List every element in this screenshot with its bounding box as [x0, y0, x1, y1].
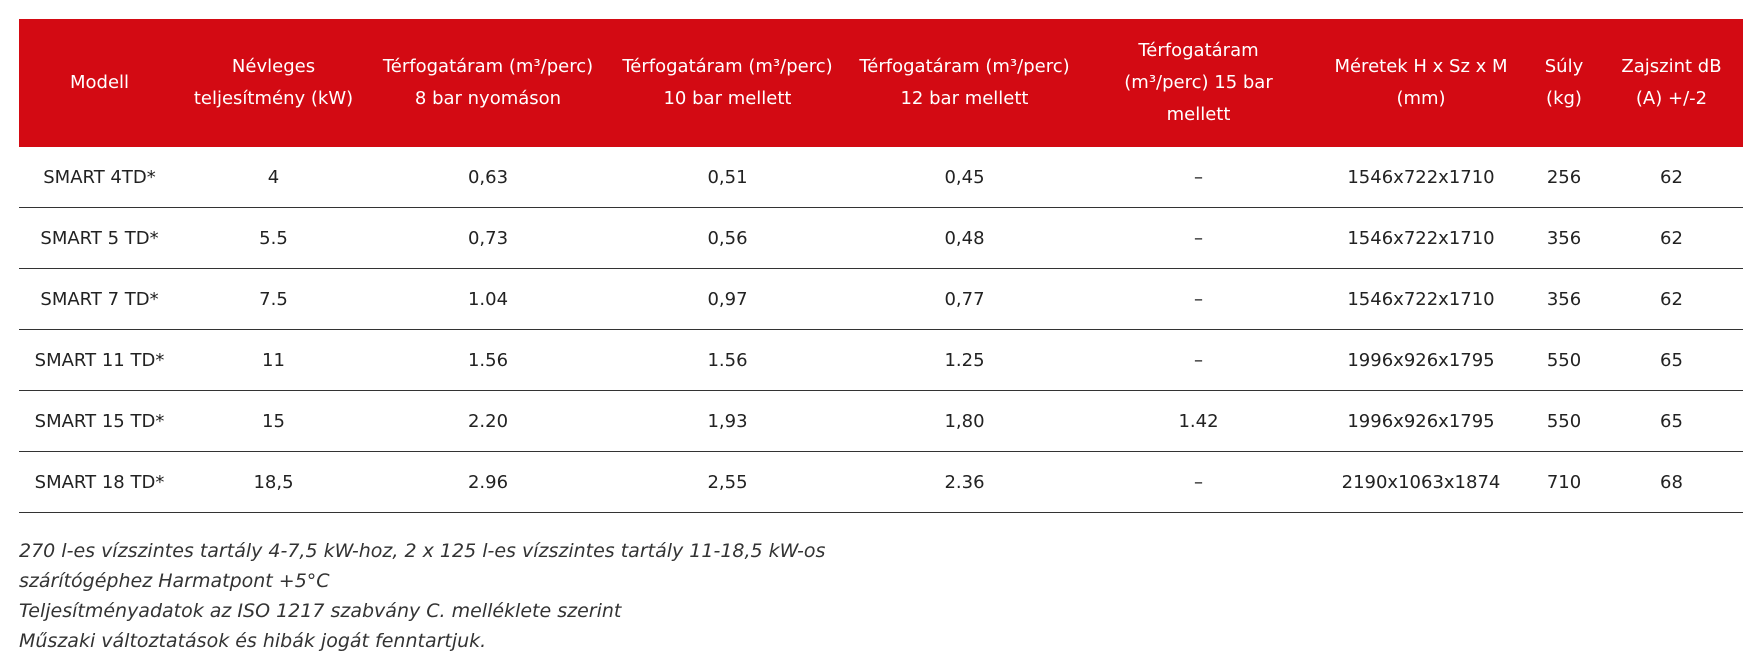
header-cell: Méretek H x Sz x M (mm) [1314, 19, 1528, 147]
table-cell: 0,51 [609, 147, 846, 208]
table-cell: 2,55 [609, 451, 846, 513]
table-cell: 68 [1600, 451, 1743, 513]
table-cell: 62 [1600, 207, 1743, 269]
header-cell: Térfogatáram (m³/perc) 12 bar mellett [846, 19, 1083, 147]
table-cell: 0,48 [846, 207, 1083, 269]
table-cell: 18,5 [180, 451, 367, 513]
table-cell: 710 [1528, 451, 1600, 513]
table-cell: 62 [1600, 268, 1743, 330]
header-cell: Modell [19, 19, 180, 147]
table-cell: 11 [180, 329, 367, 391]
table-cell: 356 [1528, 207, 1600, 269]
header-row: Modell Névleges teljesítmény (kW) Térfogat… [19, 19, 1743, 147]
header-cell: Térfogatáram (m³/perc) 15 bar mellett [1083, 19, 1314, 147]
table-cell: 0,77 [846, 268, 1083, 330]
note-line: 270 l-es vízszintes tartály 4-7,5 kW-hoz… [19, 540, 826, 562]
table-cell: – [1083, 329, 1314, 391]
table-cell: 65 [1600, 329, 1743, 391]
table-cell: – [1083, 451, 1314, 513]
table-cell: 5.5 [180, 207, 367, 269]
table-row: SMART 18 TD* 18,5 2.96 2,55 2.36–2190x1063x1… [19, 451, 1743, 513]
table-cell: 1546x722x1710 [1314, 207, 1528, 269]
table-cell: 62 [1600, 147, 1743, 208]
table-cell: 1546x722x1710 [1314, 147, 1528, 208]
table-cell: 1996x926x1795 [1314, 329, 1528, 391]
table-cell: 1.25 [846, 329, 1083, 391]
table-cell: 1.56 [609, 329, 846, 391]
table-cell: SMART 18 TD* [19, 451, 180, 513]
table-body: SMART 4TD* 4 0,63 0,51 0,45–1546x722x1710 256… [19, 147, 1743, 513]
note-line: Teljesítményadatok az ISO 1217 szabvány … [19, 600, 622, 622]
table-cell: 1.04 [367, 268, 609, 330]
table-cell: SMART 5 TD* [19, 207, 180, 269]
table-row: SMART 4TD* 4 0,63 0,51 0,45–1546x722x1710 256… [19, 147, 1743, 208]
table-cell: 0,45 [846, 147, 1083, 208]
table-cell: 0,73 [367, 207, 609, 269]
table-cell: SMART 7 TD* [19, 268, 180, 330]
table-cell: SMART 11 TD* [19, 329, 180, 391]
table-cell: 15 [180, 390, 367, 452]
table-cell: 550 [1528, 390, 1600, 452]
spec-table: Modell Névleges teljesítmény (kW) Térfogat… [19, 19, 1743, 513]
table-cell: – [1083, 207, 1314, 269]
table-cell: 2.20 [367, 390, 609, 452]
header-cell: Zajszint dB (A) +/-2 [1600, 19, 1743, 147]
table-cell: 7.5 [180, 268, 367, 330]
table-cell: – [1083, 147, 1314, 208]
note-line: szárítógéphez Harmatpont +5°C [19, 570, 330, 592]
notes: 270 l-es vízszintes tartály 4-7,5 kW-hoz… [19, 536, 825, 656]
table-cell: 1.42 [1083, 390, 1314, 452]
table-cell: 0,56 [609, 207, 846, 269]
table-container: Modell Névleges teljesítmény (kW) Térfogat… [19, 19, 1743, 513]
table-cell: SMART 4TD* [19, 147, 180, 208]
table-row: SMART 11 TD* 11 1.56 1.56 1.25–1996x926x1795… [19, 329, 1743, 391]
table-cell: 2.36 [846, 451, 1083, 513]
table-cell: 65 [1600, 390, 1743, 452]
table-cell: 550 [1528, 329, 1600, 391]
table-cell: 1,80 [846, 390, 1083, 452]
table-cell: 0,97 [609, 268, 846, 330]
table-cell: 1996x926x1795 [1314, 390, 1528, 452]
table-cell: 1.56 [367, 329, 609, 391]
table-cell: 356 [1528, 268, 1600, 330]
table-cell: 2.96 [367, 451, 609, 513]
table-cell: 1546x722x1710 [1314, 268, 1528, 330]
note-line: Műszaki változtatások és hibák jogát fen… [19, 630, 487, 652]
header-cell: Térfogatáram (m³/perc) 10 bar mellett [609, 19, 846, 147]
table-cell: 256 [1528, 147, 1600, 208]
header-cell: Súly (kg) [1528, 19, 1600, 147]
table-row: SMART 7 TD* 7.5 1.04 0,97 0,77–1546x722x1710… [19, 268, 1743, 330]
table-cell: 1,93 [609, 390, 846, 452]
header-cell: Térfogatáram (m³/perc) 8 bar nyomáson [367, 19, 609, 147]
table-cell: 4 [180, 147, 367, 208]
table-cell: – [1083, 268, 1314, 330]
table-cell: 2190x1063x1874 [1314, 451, 1528, 513]
table-row: SMART 15 TD* 15 2.20 1,93 1,80 1.42 1996x926x1… [19, 390, 1743, 452]
table-cell: 0,63 [367, 147, 609, 208]
table-cell: SMART 15 TD* [19, 390, 180, 452]
header-cell: Névleges teljesítmény (kW) [180, 19, 367, 147]
table-row: SMART 5 TD* 5.5 0,73 0,56 0,48–1546x722x1710… [19, 207, 1743, 269]
